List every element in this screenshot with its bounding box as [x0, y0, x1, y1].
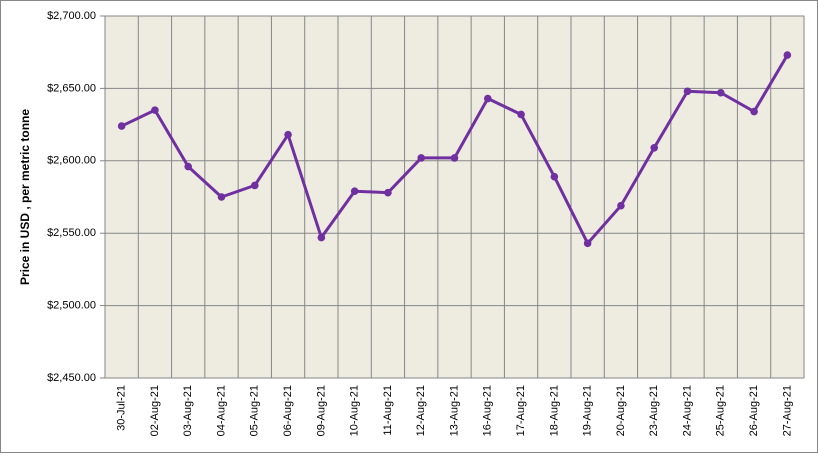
point	[217, 193, 226, 201]
point	[184, 162, 193, 171]
x-tick-label: 20-Aug-21	[615, 385, 627, 436]
point	[683, 87, 692, 96]
y-tick-label: $2,700.00	[47, 10, 96, 22]
point	[384, 188, 392, 197]
point	[650, 143, 659, 152]
y-tick-label: $2,650.00	[47, 82, 96, 94]
x-tick-label: 06-Aug-21	[282, 385, 294, 436]
x-tick-label: 10-Aug-21	[349, 385, 361, 436]
y-tick-label: $2,600.00	[47, 155, 96, 167]
point	[417, 154, 426, 162]
y-tick-label: $2,550.00	[47, 227, 96, 239]
point	[284, 130, 292, 139]
x-tick-label: 02-Aug-21	[149, 385, 161, 436]
point	[450, 154, 459, 162]
x-tick-label: 25-Aug-21	[715, 385, 727, 436]
x-tick-label: 16-Aug-21	[482, 385, 494, 436]
x-tick-label: 18-Aug-21	[548, 385, 560, 436]
point	[483, 94, 492, 103]
point	[583, 239, 592, 248]
point	[250, 181, 259, 190]
x-tick-label: 03-Aug-21	[182, 385, 194, 436]
x-tick-label: 05-Aug-21	[249, 385, 261, 436]
point	[750, 107, 758, 116]
x-tick-label: 17-Aug-21	[515, 385, 527, 436]
point	[783, 51, 792, 59]
x-tick-label: 04-Aug-21	[215, 385, 227, 436]
point	[517, 110, 525, 119]
x-tick-label: 30-Jul-21	[116, 385, 128, 431]
point	[117, 122, 126, 130]
x-tick-label: 24-Aug-21	[681, 385, 693, 436]
y-tick-label: $2,450.00	[47, 372, 96, 384]
point	[617, 201, 625, 210]
x-tick-label: 11-Aug-21	[382, 385, 394, 436]
x-tick-label: 19-Aug-21	[582, 385, 594, 436]
x-tick-label: 13-Aug-21	[448, 385, 460, 436]
point	[716, 88, 725, 97]
point	[350, 187, 359, 196]
y-axis-title: Price in USD , per metric tonne	[18, 109, 32, 285]
plot-area	[104, 15, 805, 379]
point	[550, 172, 559, 181]
x-tick-label: 26-Aug-21	[748, 385, 760, 436]
point	[317, 233, 326, 242]
x-tick-label: 09-Aug-21	[315, 385, 327, 436]
y-tick-label: $2,500.00	[47, 300, 96, 312]
point	[151, 106, 159, 114]
x-tick-label: 23-Aug-21	[648, 385, 660, 436]
x-tick-label: 12-Aug-21	[415, 385, 427, 436]
x-tick-label: 27-Aug-21	[781, 385, 793, 436]
